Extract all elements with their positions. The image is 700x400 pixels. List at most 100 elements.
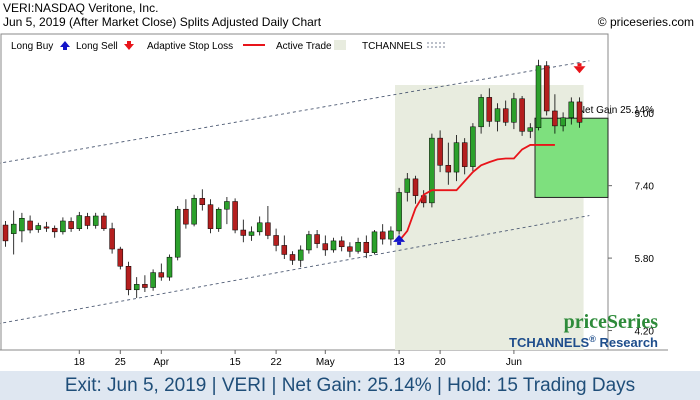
candle-body — [27, 220, 33, 231]
candle-body — [240, 229, 247, 236]
candle-body — [101, 215, 107, 229]
legend-long-buy-label: Long Buy — [11, 41, 53, 52]
long-buy-marker-icon — [393, 234, 406, 242]
candle-body — [568, 101, 575, 119]
candle-body — [273, 235, 279, 246]
candle-body — [388, 230, 394, 240]
candle-body — [166, 256, 173, 278]
candle-body — [371, 231, 378, 253]
candle-body — [248, 231, 255, 236]
candle-body — [43, 226, 50, 229]
y-tick-label: 4.20 — [635, 327, 655, 338]
candle-body — [142, 284, 148, 288]
candle-body — [297, 249, 304, 261]
candle-body — [437, 137, 443, 166]
candle-body — [511, 98, 517, 123]
adaptive-stop-line — [398, 144, 555, 242]
legend: Long Buy Long Sell Adaptive Stop Loss Ac… — [11, 40, 447, 52]
x-tick-label: May — [316, 357, 335, 368]
candle-body — [412, 178, 419, 196]
price-chart: Net Gain 25.14% 4.20 5.80 7.40 9.00 18 25 Apr… — [0, 33, 668, 368]
candle-body — [322, 243, 329, 251]
long-buy-marker-stem — [397, 241, 402, 245]
candle-body — [347, 246, 353, 252]
y-tick-label: 5.80 — [635, 254, 655, 265]
priceseries-logo: priceSeries — [564, 311, 659, 333]
candle-body — [10, 223, 17, 234]
candle-body — [19, 218, 25, 232]
candle-body — [174, 208, 181, 258]
candle-body — [109, 228, 115, 250]
chart-subtitle: Jun 5, 2019 (After Market Close) Splits … — [3, 15, 322, 29]
y-tick-label: 9.00 — [635, 109, 655, 120]
candle-body — [92, 215, 99, 226]
tchannel-lower-line — [0, 215, 590, 324]
candle-body — [470, 126, 476, 167]
candle-body — [51, 227, 58, 233]
x-tick-label: Apr — [154, 357, 170, 368]
candle-body — [76, 215, 83, 229]
candle-body — [404, 178, 411, 193]
candle-body — [133, 284, 140, 291]
candle-body — [224, 201, 230, 210]
candle-body — [478, 97, 484, 128]
candle-body — [379, 231, 386, 240]
candle-body — [330, 240, 337, 251]
long-sell-legend-stem — [127, 41, 131, 44]
candle-body — [445, 165, 452, 173]
candle-body — [461, 142, 468, 167]
candle-body — [60, 220, 66, 233]
candle-body — [502, 108, 509, 123]
long-sell-marker-stem — [577, 63, 582, 67]
candle-body — [494, 108, 501, 122]
candle-body — [560, 117, 566, 127]
net-gain-label: Net Gain 25.14% — [578, 105, 654, 116]
tchannels-research-logo: TCHANNELS® Research — [509, 334, 658, 350]
x-tick-label: Jun — [506, 357, 522, 368]
x-tick-label: 22 — [271, 357, 283, 368]
long-buy-legend-icon — [60, 41, 70, 47]
candle-body — [125, 265, 132, 291]
candle-body — [199, 198, 206, 205]
candle-body — [2, 224, 9, 242]
candle-body — [84, 216, 91, 226]
x-tick-label: 15 — [230, 357, 242, 368]
legend-active-trade-label: Active Trade — [276, 41, 332, 52]
long-buy-legend-stem — [63, 47, 67, 50]
candle-body — [232, 201, 238, 231]
y-tick-label: 7.40 — [635, 182, 655, 193]
candle-body — [429, 137, 435, 204]
active-trade-legend-swatch — [334, 40, 346, 50]
candle-body — [306, 234, 312, 251]
candle-body — [453, 142, 460, 173]
long-sell-legend-icon — [124, 44, 134, 50]
x-tick-label: 25 — [115, 357, 127, 368]
x-tick-label: 20 — [435, 357, 447, 368]
candle-body — [363, 242, 370, 253]
candle-body — [552, 110, 558, 127]
candle-body — [150, 272, 156, 288]
candle-body — [543, 65, 550, 112]
candle-body — [117, 248, 124, 267]
candle-body — [338, 240, 345, 248]
legend-stop-loss-label: Adaptive Stop Loss — [147, 41, 233, 52]
copyright-text: © priceseries.com — [597, 15, 694, 29]
candle-body — [281, 245, 288, 255]
x-tick-label: 13 — [394, 357, 406, 368]
candle-body — [191, 198, 197, 225]
candle-body — [519, 98, 525, 132]
legend-long-sell-label: Long Sell — [76, 41, 118, 52]
candle-body — [35, 225, 42, 230]
candle-body — [265, 222, 271, 236]
candle-body — [256, 222, 263, 233]
candle-body — [535, 65, 542, 128]
net-gain-box — [534, 117, 609, 198]
candle-body — [396, 192, 402, 232]
candle-body — [289, 254, 296, 261]
long-sell-marker-icon — [573, 66, 586, 74]
legend-tchannels-label: TCHANNELS — [362, 41, 423, 52]
chart-title: VERI:NASDAQ Veritone, Inc. — [3, 1, 159, 15]
candle-body — [215, 208, 222, 229]
candle-body — [68, 221, 74, 229]
candle-body — [527, 127, 534, 132]
